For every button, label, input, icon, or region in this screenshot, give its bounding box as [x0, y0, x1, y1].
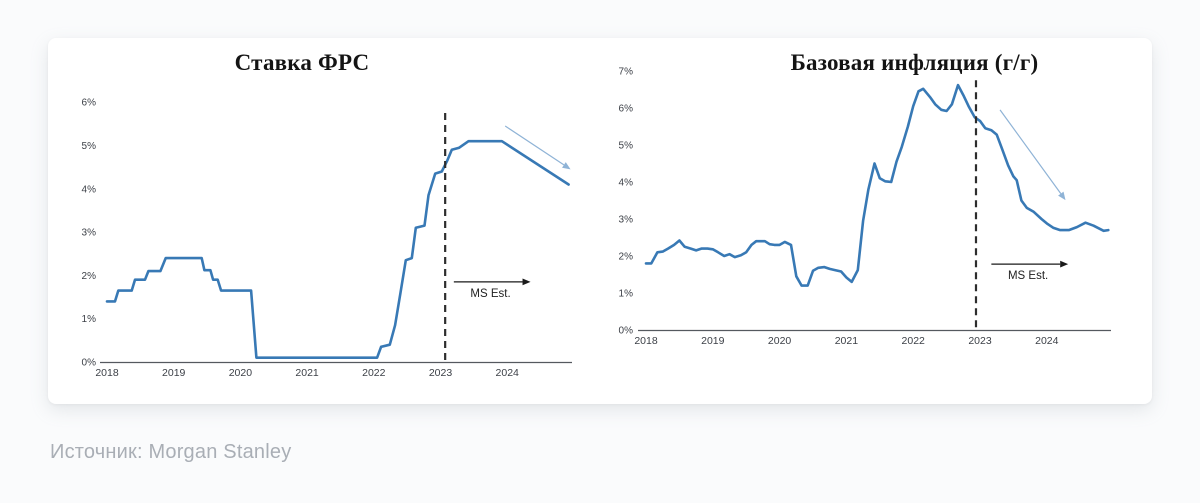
x-tick-label: 2020 — [229, 367, 253, 379]
y-tick-label: 3% — [619, 215, 634, 226]
y-tick-label: 0% — [619, 326, 634, 337]
y-tick-label: 6% — [619, 104, 634, 115]
y-tick-label: 4% — [82, 184, 97, 195]
series-line — [644, 83, 1110, 287]
x-tick-label: 2018 — [95, 367, 119, 379]
chart-title-fed-rate: Ставка ФРС — [234, 50, 370, 75]
source-value: Morgan Stanley — [148, 441, 292, 463]
source-label: Источник: — [50, 441, 143, 463]
y-tick-label: 5% — [619, 141, 634, 152]
series-line — [105, 139, 570, 360]
trend-down-arrow-line — [999, 109, 1062, 195]
y-tick-label: 1% — [82, 314, 97, 325]
ms-est-label: MS Est. — [470, 288, 510, 300]
x-tick-label: 2019 — [701, 335, 725, 347]
x-tick-label: 2021 — [295, 367, 319, 379]
chart-fed-rate: 0% 1% 2% 3% 4% 5% 6% 2018 2019 2020 2021 2022 2023 20… — [58, 38, 598, 404]
trend-down-arrow-head — [1058, 191, 1066, 201]
y-tick-label: 7% — [619, 67, 634, 78]
x-tick-label: 2023 — [968, 335, 992, 347]
x-tick-label: 2024 — [496, 367, 520, 379]
y-tick-label: 4% — [619, 178, 634, 189]
chart-svg: 0% 1% 2% 3% 4% 5% 6% 7% 2018 2019 2020 2021 2022 2023… — [619, 67, 1111, 347]
y-tick-label: 1% — [619, 289, 634, 300]
y-tick-label: 3% — [82, 228, 97, 239]
ms-est-arrow-head — [1060, 260, 1069, 268]
x-tick-label: 2024 — [1035, 335, 1059, 347]
x-tick-label: 2019 — [162, 367, 186, 379]
x-tick-label: 2022 — [902, 335, 926, 347]
x-tick-label: 2023 — [429, 367, 453, 379]
y-tick-label: 6% — [82, 98, 97, 109]
chart-core-inflation: 0% 1% 2% 3% 4% 5% 6% 7% 2018 2019 2020 2021 2022 2023… — [606, 38, 1151, 404]
x-tick-label: 2022 — [362, 367, 386, 379]
x-tick-label: 2021 — [835, 335, 859, 347]
x-tick-label: 2018 — [634, 335, 658, 347]
ms-est-label: MS Est. — [1008, 270, 1048, 282]
source-line: Источник: Morgan Stanley — [50, 441, 291, 464]
ms-est-arrow-head — [522, 278, 531, 286]
y-tick-label: 2% — [82, 271, 97, 282]
chart-title-core-inflation: Базовая инфляция (г/г) — [790, 50, 1039, 75]
trend-down-arrow-line — [504, 125, 565, 166]
charts-card: 0% 1% 2% 3% 4% 5% 6% 2018 2019 2020 2021 2022 2023 20… — [48, 38, 1152, 404]
y-tick-label: 2% — [619, 252, 634, 263]
x-tick-label: 2020 — [768, 335, 792, 347]
trend-down-arrow-head — [562, 162, 571, 170]
y-tick-label: 0% — [82, 358, 97, 369]
y-tick-label: 5% — [82, 141, 97, 152]
chart-svg: 0% 1% 2% 3% 4% 5% 6% 2018 2019 2020 2021 2022 2023 20… — [82, 98, 572, 379]
